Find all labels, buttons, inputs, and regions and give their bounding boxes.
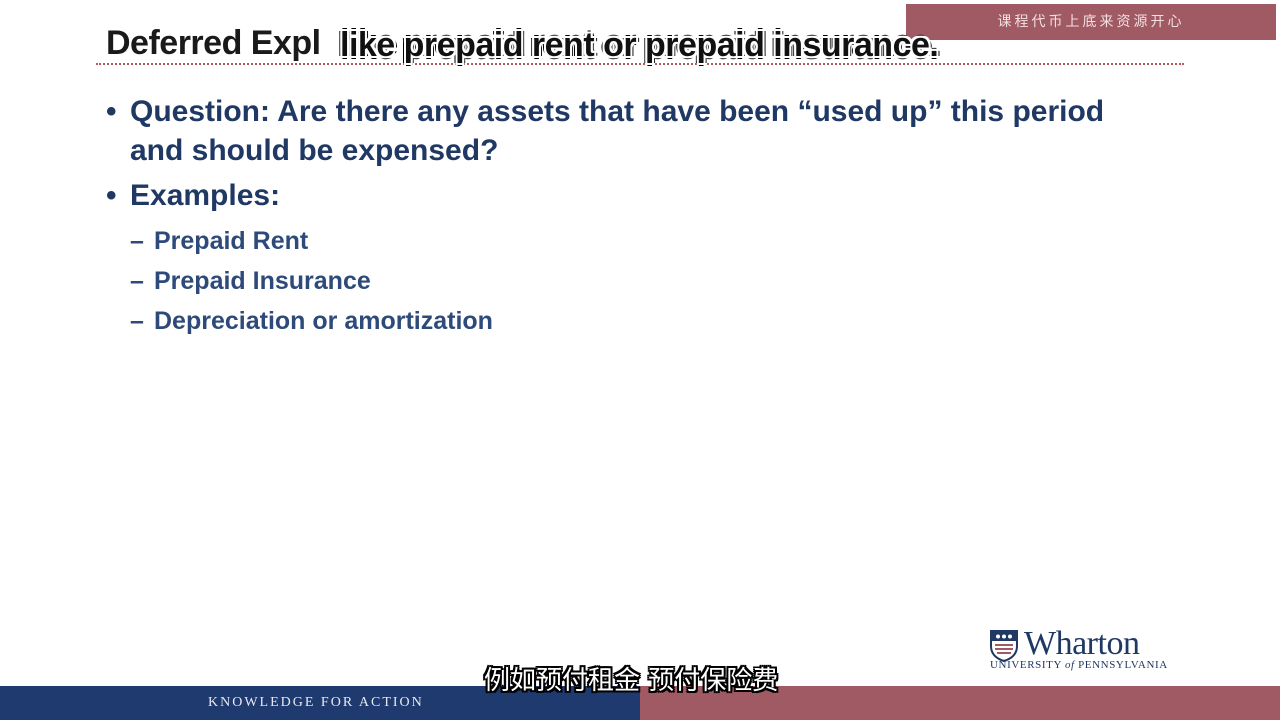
bullet-dot: • (106, 95, 117, 128)
bullet-dot: • (106, 179, 117, 212)
sub-item-dash: – (130, 227, 144, 255)
sub-item-dash: – (130, 267, 144, 295)
penn-shield-icon (990, 630, 1018, 662)
sub-item-text: Prepaid Rent (154, 227, 309, 255)
logo-university-prefix: UNIVERSITY (990, 659, 1062, 671)
bullet-question-text: Question: Are there any assets that have… (130, 95, 1105, 167)
chinese-caption: 例如预付租金 预付保险费 (484, 666, 779, 696)
title-rule (96, 63, 1184, 65)
watermark-banner: 课程代币上底来资源开心 (906, 4, 1276, 40)
sub-item-text: Depreciation or amortization (154, 307, 493, 335)
footer-bar-navy: KNOWLEDGE FOR ACTION (0, 686, 640, 720)
bullet-question: • Question: Are there any assets that ha… (104, 92, 1164, 170)
examples-sub-list: – Prepaid Rent – Prepaid Insurance – Dep… (104, 221, 1164, 341)
sub-item-text: Prepaid Insurance (154, 267, 371, 295)
footer-tagline: KNOWLEDGE FOR ACTION (208, 695, 424, 710)
sub-item-prepaid-rent: – Prepaid Rent (130, 221, 1164, 261)
logo-wordmark: Wharton (1024, 625, 1140, 662)
bullet-examples: • Examples: (104, 176, 1164, 215)
logo-university-of: of (1064, 659, 1075, 671)
logo-university-suffix: PENNSYLVANIA (1078, 659, 1168, 671)
wharton-logo: Wharton UNIVERSITY of PENNSYLVANIA (988, 626, 1198, 674)
english-caption: like prepaid rent or prepaid insurance. (340, 26, 939, 64)
sub-item-dash: – (130, 307, 144, 335)
slide-title: Deferred Expl (106, 24, 321, 62)
bullet-list: • Question: Are there any assets that ha… (104, 92, 1164, 341)
sub-item-prepaid-insurance: – Prepaid Insurance (130, 261, 1164, 301)
sub-item-depreciation: – Depreciation or amortization (130, 301, 1164, 341)
logo-university-line: UNIVERSITY of PENNSYLVANIA (990, 659, 1168, 671)
bullet-examples-text: Examples: (130, 179, 281, 212)
footer-bar-burgundy (640, 686, 1280, 720)
